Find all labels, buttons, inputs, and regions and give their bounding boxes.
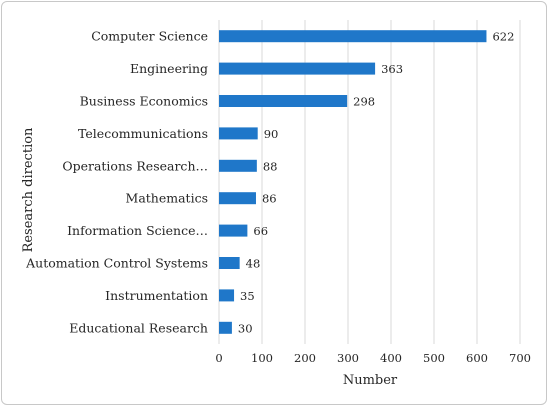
bar xyxy=(219,127,258,140)
data-label: 35 xyxy=(240,289,255,303)
y-axis-title: Research direction xyxy=(21,127,36,252)
bar xyxy=(219,159,257,172)
chart-frame: Computer Science Engineering Business Econ… xyxy=(1,1,547,405)
x-axis-title: Number xyxy=(343,373,398,388)
x-tick-labels: 0 100 200 300 400 500 600 700 xyxy=(215,351,531,365)
category-label: Mathematics xyxy=(126,191,208,206)
bar xyxy=(219,321,232,334)
x-tick-label: 600 xyxy=(466,351,488,365)
data-label: 622 xyxy=(492,30,514,44)
data-label: 66 xyxy=(253,224,268,238)
data-label: 88 xyxy=(263,159,278,173)
data-label: 90 xyxy=(264,127,279,141)
x-tick-label: 500 xyxy=(423,351,445,365)
bar xyxy=(219,95,348,107)
bar xyxy=(219,257,240,269)
category-label: Educational Research xyxy=(69,320,208,335)
category-label: Operations Research… xyxy=(62,158,208,173)
x-tick-label: 400 xyxy=(380,351,402,365)
bar xyxy=(219,224,248,237)
bar xyxy=(219,62,376,75)
x-tick-label: 0 xyxy=(215,351,222,365)
bar xyxy=(219,289,235,302)
bars xyxy=(219,30,487,334)
category-label: Telecommunications xyxy=(78,126,208,141)
data-label: 363 xyxy=(381,62,403,76)
category-label: Instrumentation xyxy=(105,288,208,303)
x-tick-label: 100 xyxy=(251,351,273,365)
x-tick-label: 700 xyxy=(509,351,531,365)
category-label: Automation Control Systems xyxy=(25,256,208,271)
category-label: Engineering xyxy=(130,61,208,76)
bar-chart: Computer Science Engineering Business Econ… xyxy=(21,20,531,388)
bar xyxy=(219,192,256,205)
data-labels: 622 363 298 90 88 86 66 48 35 30 xyxy=(238,30,515,336)
category-labels: Computer Science Engineering Business Econ… xyxy=(25,29,208,336)
data-label: 86 xyxy=(262,192,277,206)
category-label: Information Science… xyxy=(67,223,208,238)
x-tick-label: 200 xyxy=(294,351,316,365)
bar xyxy=(219,30,487,43)
x-tick-label: 300 xyxy=(337,351,359,365)
category-label: Computer Science xyxy=(91,29,208,44)
data-label: 48 xyxy=(246,257,261,271)
data-label: 30 xyxy=(238,321,253,335)
category-label: Business Economics xyxy=(80,94,208,109)
data-label: 298 xyxy=(353,95,375,109)
